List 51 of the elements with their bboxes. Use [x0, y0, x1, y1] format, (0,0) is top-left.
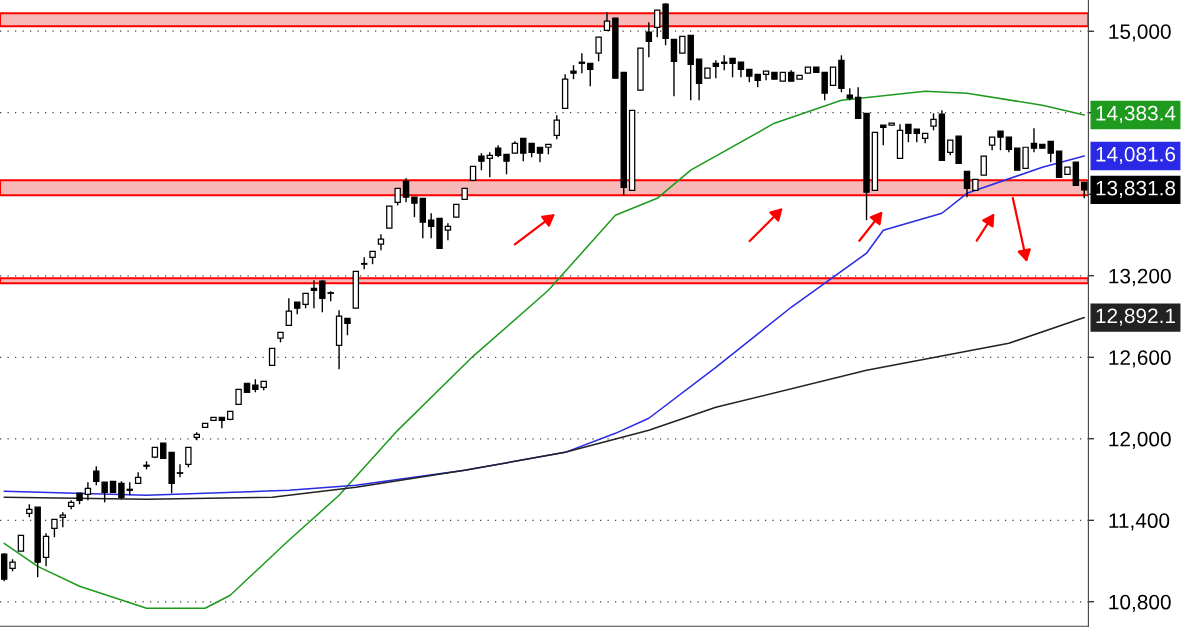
candlestick [963, 170, 971, 198]
candlestick [93, 465, 100, 486]
candlestick [854, 86, 862, 120]
candlestick [997, 130, 1004, 151]
candlestick [1072, 161, 1080, 186]
line-series [3, 90, 1085, 610]
candlestick [553, 114, 560, 140]
candlestick [42, 532, 50, 568]
candlestick [670, 38, 678, 97]
candlestick [829, 66, 837, 87]
candlestick [176, 463, 184, 479]
candlestick [386, 205, 393, 229]
y-tick-label: 12,600 [1109, 350, 1171, 368]
candlestick [587, 62, 594, 87]
candlestick [645, 21, 653, 58]
candlestick [654, 9, 661, 38]
y-tick-label: 12,000 [1109, 431, 1171, 449]
candlestick [118, 480, 125, 501]
candlestick [603, 11, 611, 31]
candlestick [310, 279, 318, 309]
y-tick-label: 11,400 [1109, 513, 1170, 531]
candlestick [185, 446, 192, 468]
candlestick [402, 177, 410, 203]
candlestick [101, 481, 108, 504]
candlestick [218, 416, 226, 429]
line-series [3, 316, 1085, 501]
candlestick [285, 297, 293, 327]
candlestick [595, 36, 602, 62]
candlestick [411, 196, 418, 218]
candlestick [377, 233, 385, 251]
y-tick-label: 15,000 [1109, 24, 1171, 42]
text: 13,831.8 [1096, 180, 1176, 198]
candlestick [486, 151, 494, 178]
candlestick [712, 59, 720, 79]
candlestick [1014, 147, 1021, 171]
candlestick [980, 155, 987, 176]
candlestick [503, 153, 510, 175]
text: 14,383.4 [1096, 105, 1176, 124]
candlestick [84, 481, 92, 501]
text: 14,081.6 [1096, 146, 1176, 165]
candlestick [427, 212, 435, 239]
candlestick [444, 222, 452, 241]
candlestick [419, 197, 427, 239]
candlestick [578, 52, 586, 74]
text: 12,892.1 [1096, 308, 1176, 326]
y-tick-label: 10,800 [1109, 594, 1171, 612]
candlestick [1030, 127, 1038, 153]
candlestick [729, 57, 736, 78]
line-series [3, 155, 1085, 497]
y-tick-label: 13,200 [1109, 268, 1171, 286]
candlestick [1022, 146, 1029, 170]
